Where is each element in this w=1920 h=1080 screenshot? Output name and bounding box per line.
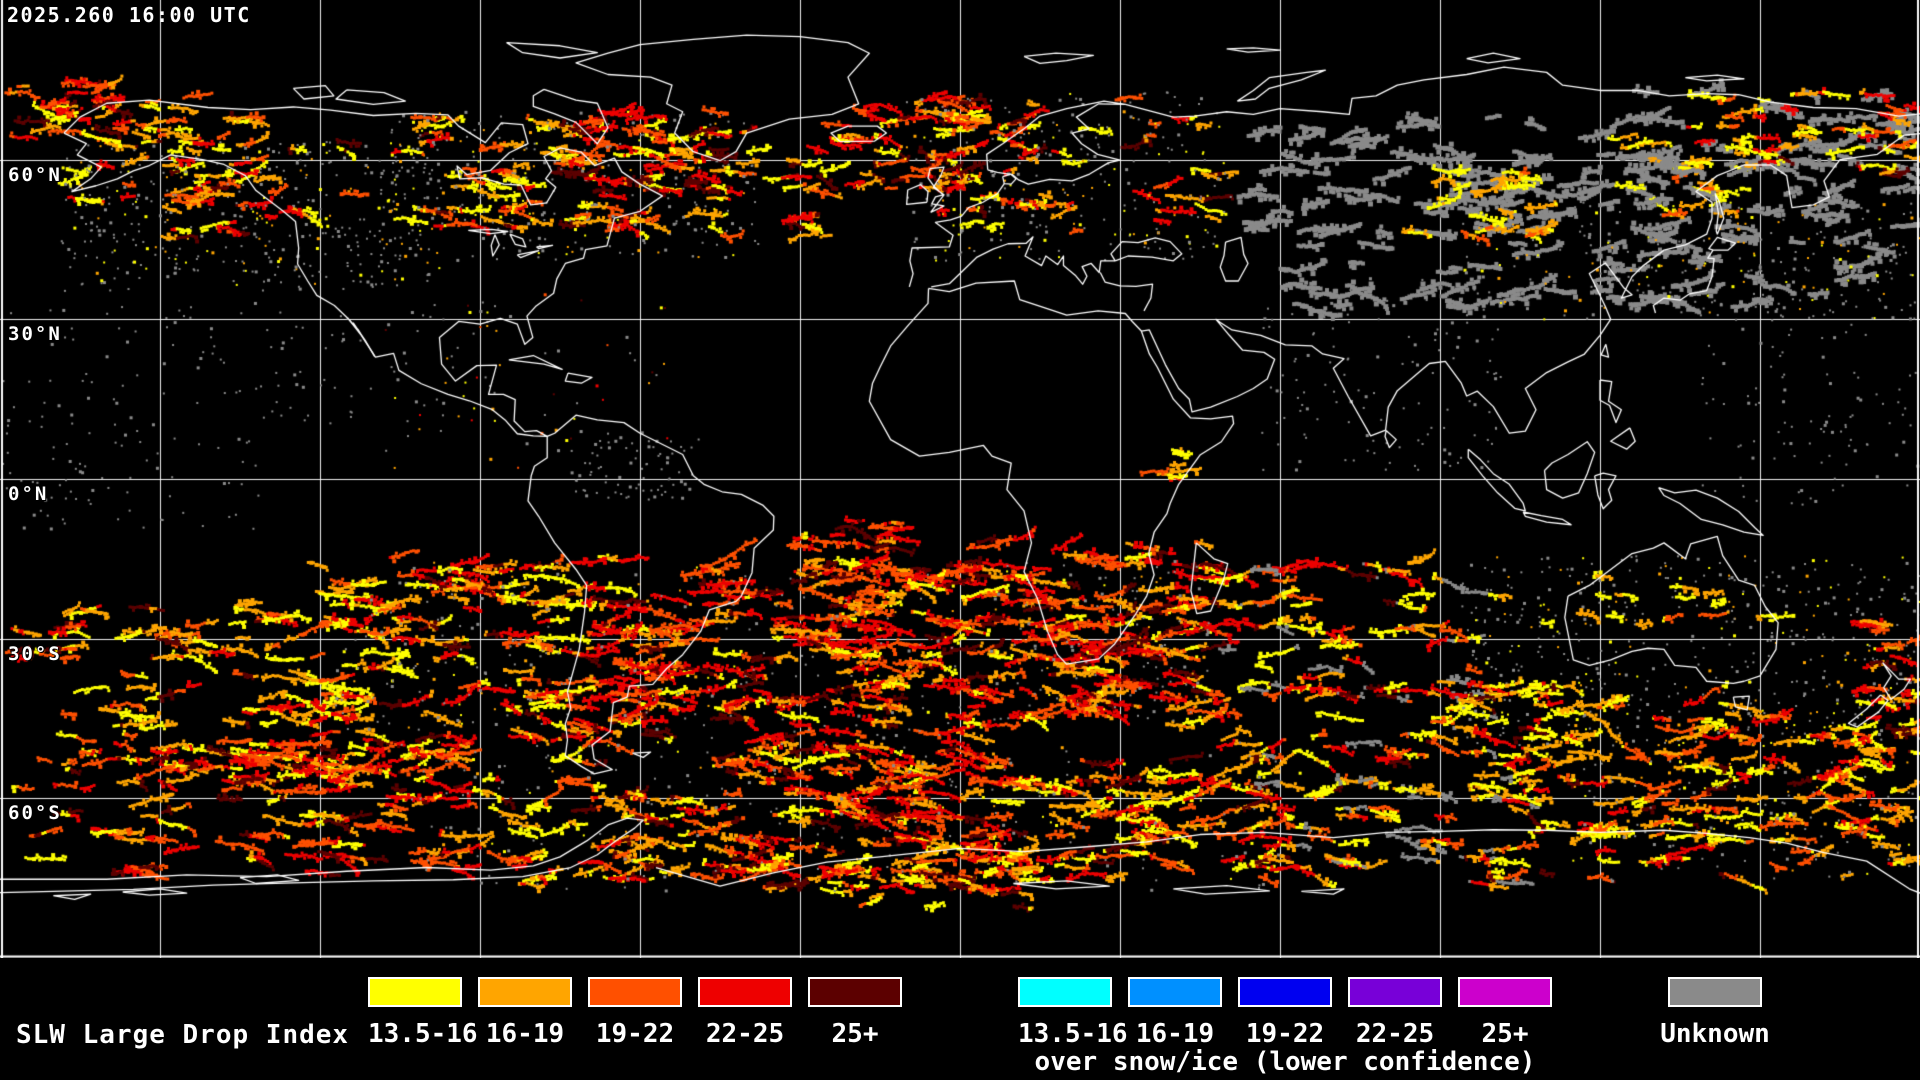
latitude-label-60s: 60°S — [8, 802, 62, 825]
legend-liquid-swatches — [368, 977, 902, 1007]
snowice-range-label-3: 22-25 — [1355, 1019, 1435, 1049]
legend-unknown-swatch — [1668, 977, 1762, 1007]
snowice-swatch-2 — [1238, 977, 1332, 1007]
liquid-range-label-4: 25+ — [831, 1019, 879, 1049]
snowice-swatch-1 — [1128, 977, 1222, 1007]
snowice-range-label-0: 13.5-16 — [1018, 1019, 1128, 1049]
latitude-label-30n: 30°N — [8, 323, 62, 346]
timestamp-label: 2025.260 16:00 UTC — [7, 3, 251, 27]
liquid-range-label-1: 16-19 — [485, 1019, 565, 1049]
snowice-swatch-3 — [1348, 977, 1442, 1007]
legend-panel: SLW Large Drop Index 13.5-16 16-19 19-22 22… — [0, 958, 1920, 1080]
snowice-range-label-2: 19-22 — [1245, 1019, 1325, 1049]
liquid-swatch-1 — [478, 977, 572, 1007]
snowice-swatch-4 — [1458, 977, 1552, 1007]
legend-liquid-labels: 13.5-16 16-19 19-22 22-25 25+ — [368, 1019, 902, 1049]
legend-title: SLW Large Drop Index — [16, 1020, 350, 1050]
snowice-range-label-1: 16-19 — [1135, 1019, 1215, 1049]
liquid-range-label-0: 13.5-16 — [368, 1019, 478, 1049]
liquid-range-label-2: 19-22 — [595, 1019, 675, 1049]
latitude-label-0n: 0°N — [8, 483, 49, 505]
snowice-range-label-4: 25+ — [1481, 1019, 1529, 1049]
unknown-swatch-0 — [1668, 977, 1762, 1007]
snowice-swatch-0 — [1018, 977, 1112, 1007]
legend-unknown-label: Unknown — [1660, 1019, 1770, 1049]
liquid-swatch-2 — [588, 977, 682, 1007]
latitude-label-60n: 60°N — [8, 163, 62, 186]
legend-snowice-swatches — [1018, 977, 1552, 1007]
legend-snowice-labels: 13.5-16 16-19 19-22 22-25 25+ — [1018, 1019, 1552, 1049]
liquid-range-label-3: 22-25 — [705, 1019, 785, 1049]
world-map-canvas — [0, 0, 1920, 958]
latitude-label-30s: 30°S — [8, 642, 62, 665]
legend-snowice-caption: over snow/ice (lower confidence) — [1034, 1047, 1536, 1077]
liquid-swatch-0 — [368, 977, 462, 1007]
liquid-swatch-4 — [808, 977, 902, 1007]
liquid-swatch-3 — [698, 977, 792, 1007]
